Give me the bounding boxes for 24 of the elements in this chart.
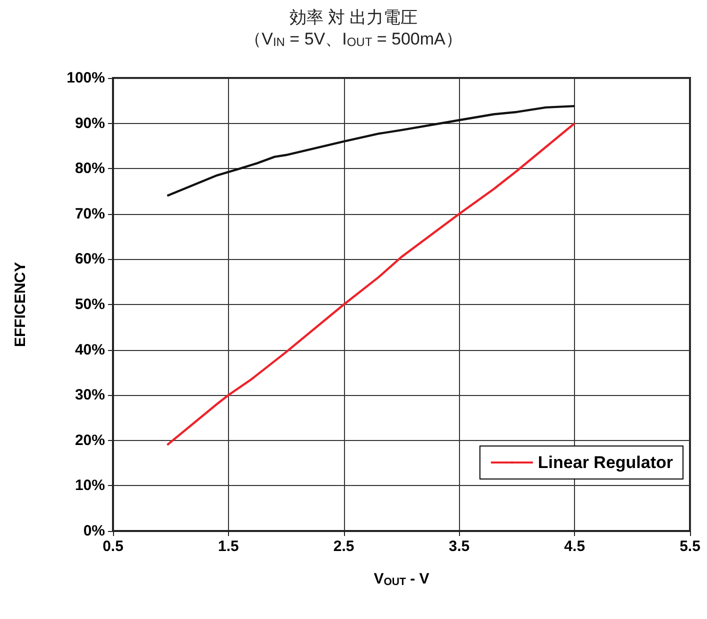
y-tick-label: 100% [66, 70, 105, 86]
y-tick-label: 0% [83, 522, 105, 540]
y-tick-label: 30% [74, 386, 105, 404]
y-tick-label: 50% [74, 296, 105, 313]
x-tick-label: 0.5 [102, 538, 124, 555]
y-axis-title: EFFICENCY [12, 262, 29, 348]
y-tick-label: 60% [74, 250, 105, 268]
line-series [166, 122, 576, 446]
chart-subtitle: （VIN = 5V、IOUT = 500mA） [244, 30, 462, 49]
y-tick-label: 20% [74, 432, 105, 449]
y-tick-label: 10% [74, 477, 105, 494]
x-tick-label: 5.5 [680, 538, 700, 555]
x-tick-label: 2.5 [333, 538, 354, 555]
x-tick-label: 1.5 [218, 538, 239, 555]
y-tick-label: 80% [74, 160, 105, 178]
x-tick-label: 3.5 [448, 538, 470, 555]
line-series [166, 104, 576, 197]
x-tick-label: 4.5 [564, 538, 586, 555]
y-tick-label: 70% [74, 205, 105, 222]
y-tick-label: 40% [74, 341, 105, 358]
y-tick-label: 90% [74, 114, 105, 132]
legend-label: Linear Regulator [538, 453, 674, 472]
x-axis-title: VOUT - V [374, 570, 430, 588]
chart-title: 効率 対 出力電圧 [289, 8, 418, 27]
